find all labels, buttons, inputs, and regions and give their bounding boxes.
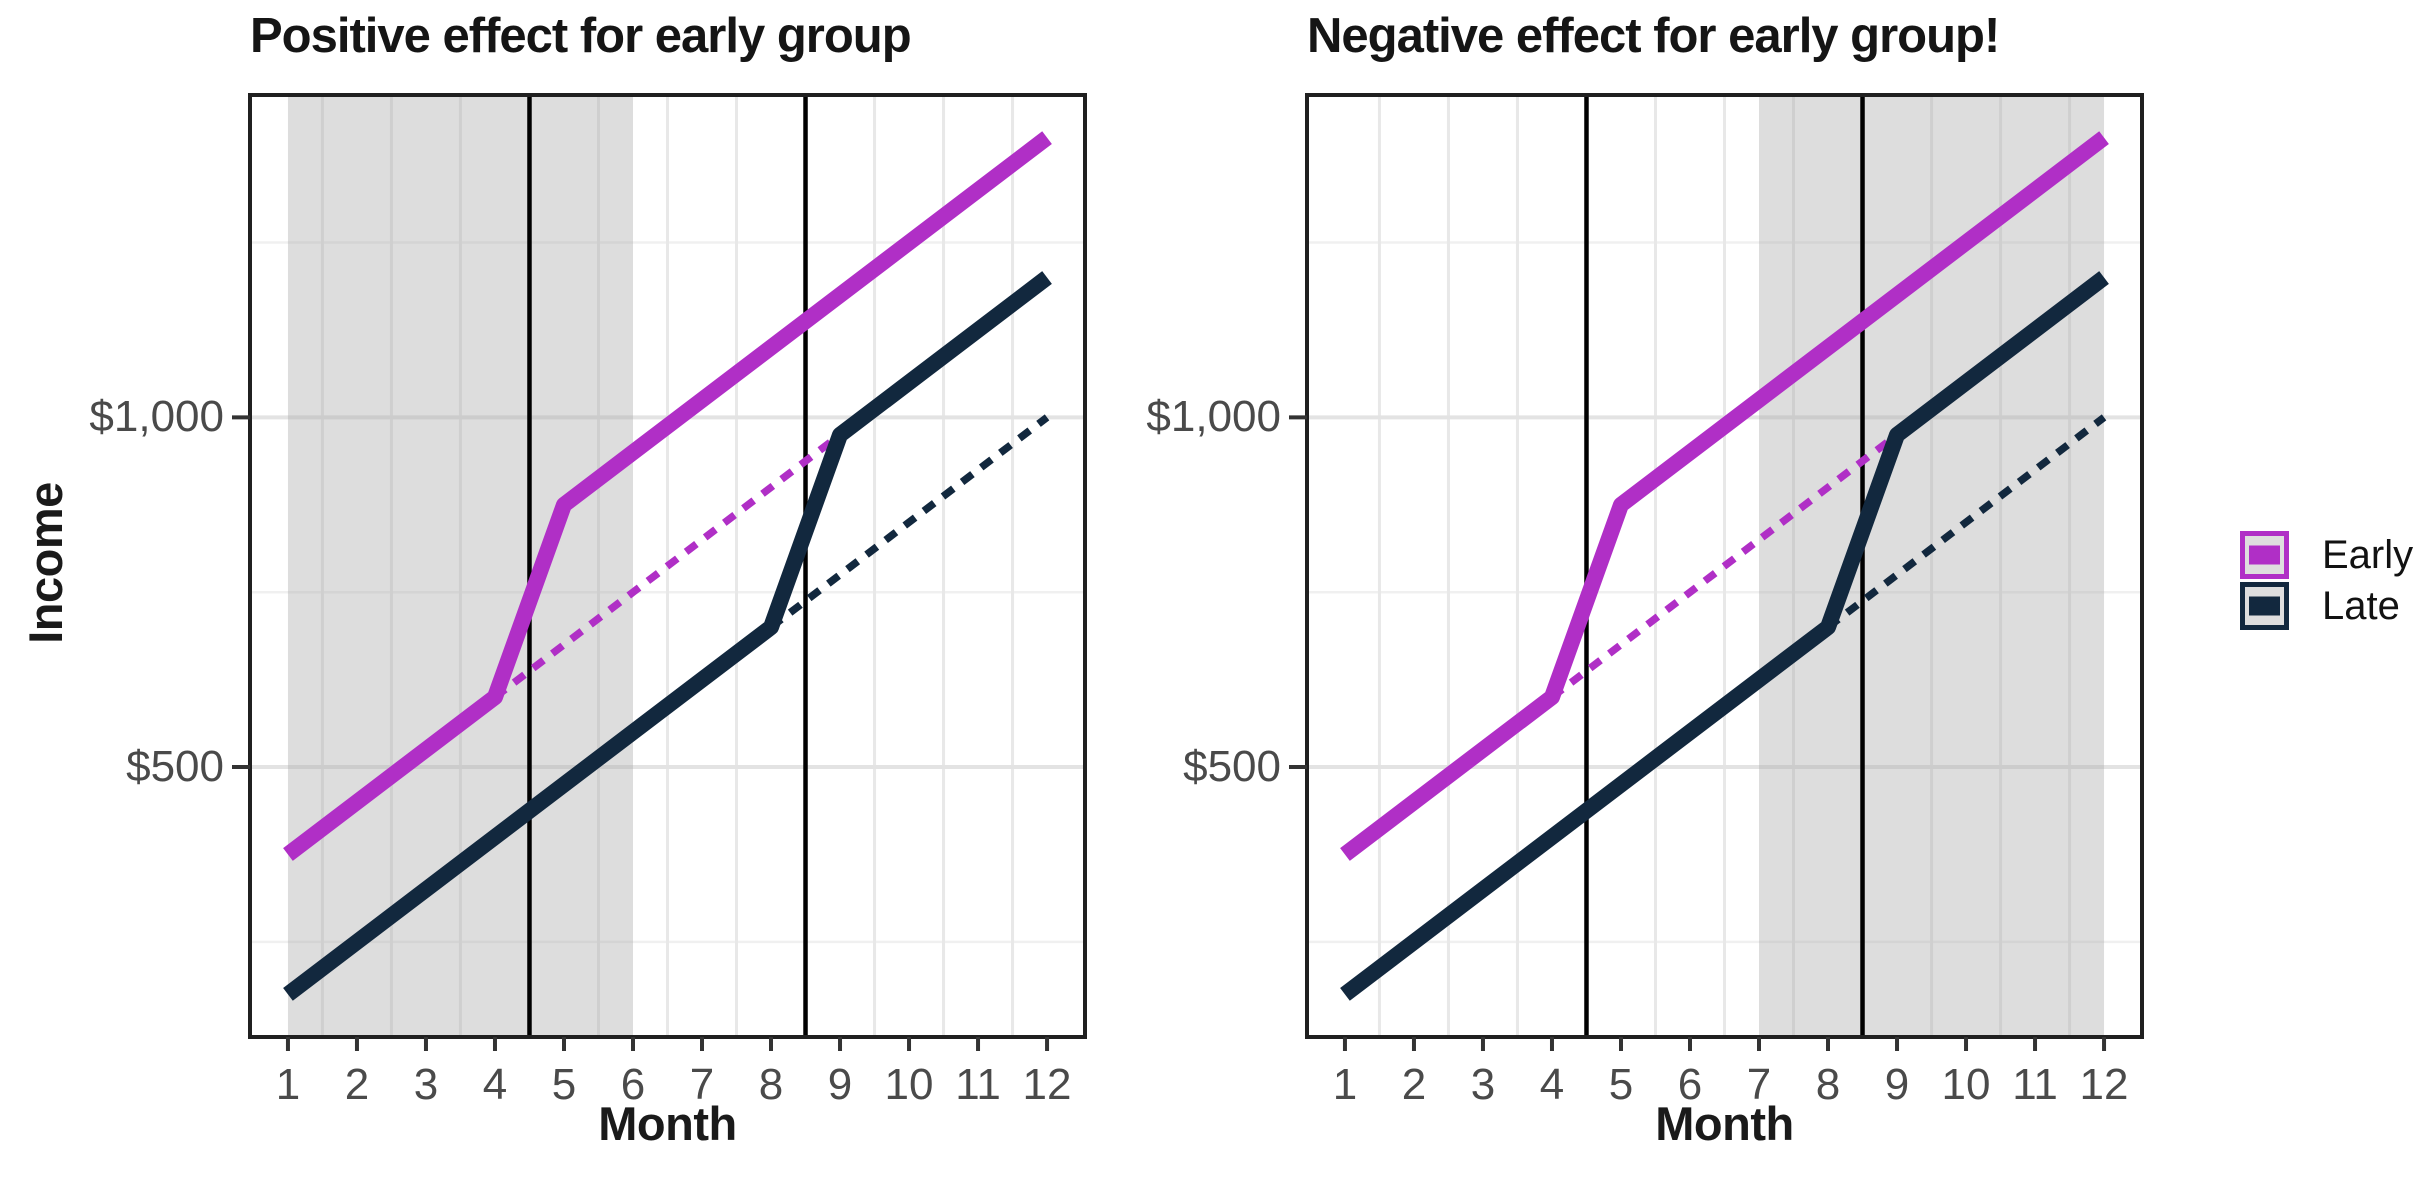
series-early-observed [283, 131, 1052, 861]
x-tick-label: 12 [2079, 1060, 2129, 1109]
legend-key-late-swatch [2240, 582, 2289, 630]
x-tick-label: 6 [620, 1060, 646, 1109]
x-tick-label: 1 [1332, 1060, 1358, 1109]
x-tick-label: 10 [1941, 1060, 1991, 1109]
shaded-region [287, 95, 633, 1037]
x-tick-label: 11 [2012, 1060, 2058, 1109]
y-tick-label: $1,000 [1146, 392, 1281, 442]
x-tick-label: 2 [344, 1060, 370, 1109]
x-tick-label: 5 [1608, 1060, 1634, 1109]
shaded-region [1759, 95, 2105, 1037]
legend-key-late-line [2249, 596, 2280, 616]
x-axis-title-left: Month [598, 1097, 737, 1150]
x-tick-label: 9 [827, 1060, 853, 1109]
y-tick-label: $500 [1183, 742, 1281, 792]
panel-title-left: Positive effect for early group [250, 9, 912, 63]
x-tick-label: 7 [689, 1060, 715, 1109]
x-tick-label: 4 [482, 1060, 508, 1109]
y-tick-label: $1,000 [89, 392, 224, 442]
x-tick-label: 1 [275, 1060, 301, 1109]
legend-label-early: Early [2322, 533, 2414, 577]
x-tick-label: 8 [758, 1060, 784, 1109]
series-late-counterfactual [1825, 414, 2107, 631]
x-tick-label: 12 [1022, 1060, 1072, 1109]
x-tick-label: 5 [551, 1060, 577, 1109]
series-late-observed [283, 271, 1052, 1001]
legend-key-early-swatch [2240, 531, 2289, 579]
panel-border [1305, 93, 2144, 1039]
x-tick-label: 3 [413, 1060, 439, 1109]
x-axis-title-right: Month [1655, 1097, 1794, 1150]
y-tick-label: $500 [126, 742, 224, 792]
panel-title-right: Negative effect for early group! [1307, 9, 2000, 63]
x-tick-label: 3 [1470, 1060, 1496, 1109]
panel-border [248, 93, 1087, 1039]
legend-key-early-line [2249, 545, 2280, 565]
x-tick-label: 8 [1815, 1060, 1841, 1109]
x-tick-label: 4 [1539, 1060, 1565, 1109]
series-early-counterfactual [492, 431, 843, 701]
legend-label-late: Late [2322, 584, 2400, 628]
series-late-observed [1340, 271, 2109, 1001]
series-early-observed [1340, 131, 2109, 861]
series-early-counterfactual [1549, 431, 1900, 701]
series-late-counterfactual [768, 414, 1050, 631]
x-tick-label: 7 [1746, 1060, 1772, 1109]
x-tick-label: 10 [884, 1060, 934, 1109]
x-tick-label: 9 [1884, 1060, 1910, 1109]
x-tick-label: 6 [1677, 1060, 1703, 1109]
x-tick-label: 2 [1401, 1060, 1427, 1109]
y-axis-title: Income [19, 482, 72, 644]
x-tick-label: 11 [955, 1060, 1001, 1109]
